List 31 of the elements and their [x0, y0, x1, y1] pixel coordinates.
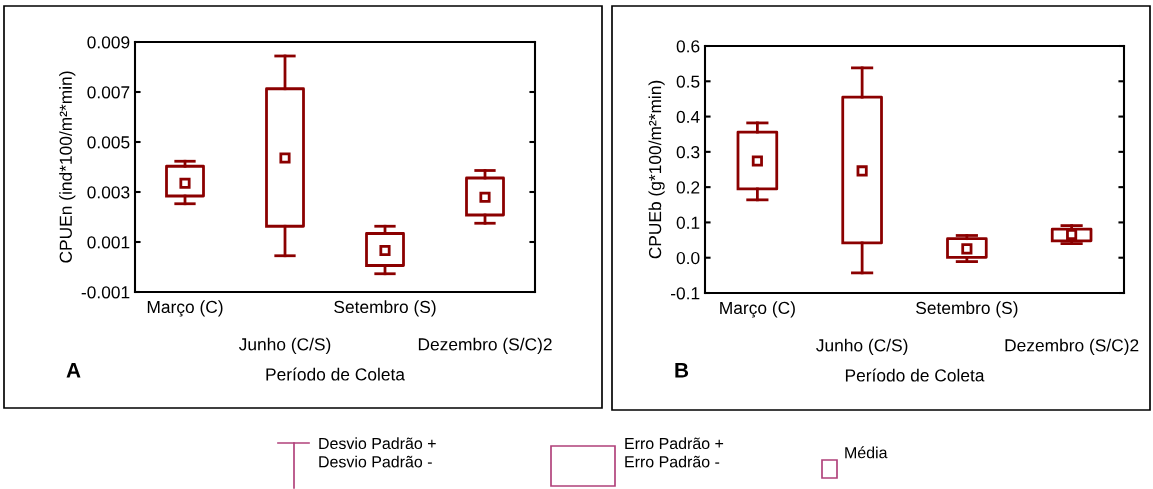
x-tick-label: Setembro (S) — [334, 300, 436, 317]
y-tick-label: 0.0 — [676, 251, 700, 265]
text: Média — [845, 446, 888, 459]
y-tick-label: 0.007 — [87, 86, 130, 99]
y-tick-label: -0.001 — [81, 286, 130, 299]
y-tick-label: 0.1 — [676, 216, 700, 229]
text: B — [675, 363, 689, 378]
text: Desvio Padrão + Desvio Padrão - — [319, 437, 436, 468]
x-tick-label: Março (C) — [720, 301, 795, 318]
x-tick-label: Março (C) — [147, 300, 223, 317]
y-tick-label: 0.5 — [676, 75, 700, 88]
y-tick-label: 0.3 — [676, 146, 700, 159]
x-axis-title: Período de Coleta — [845, 368, 985, 382]
x-tick-label: Setembro (S) — [916, 301, 1018, 318]
y-tick-label: 0.4 — [676, 110, 700, 124]
y-tick-label: 0.6 — [676, 40, 700, 53]
y-tick-label: 0.003 — [87, 186, 130, 199]
y-tick-label: -0.1 — [671, 287, 700, 300]
y-tick-label: 0.2 — [676, 181, 700, 194]
y-axis-title: CPUEb (g*100/m²*min) — [648, 80, 665, 259]
x-tick-label: Dezembro (S/C)2 — [418, 337, 552, 354]
x-axis-title: Período de Coleta — [266, 367, 405, 381]
x-tick-label: Dezembro (S/C)2 — [1005, 338, 1139, 355]
x-tick-label: Junho (C/S) — [238, 337, 331, 354]
text: A — [66, 363, 81, 378]
y-axis-title: CPUEn (ind*100/m²*min) — [59, 71, 76, 263]
y-tick-label: 0.001 — [87, 236, 130, 249]
x-tick-label: Junho (C/S) — [816, 338, 908, 355]
text: Erro Padrão + Erro Padrão - — [625, 437, 724, 468]
y-tick-label: 0.005 — [87, 136, 130, 149]
y-tick-label: 0.009 — [87, 36, 130, 49]
